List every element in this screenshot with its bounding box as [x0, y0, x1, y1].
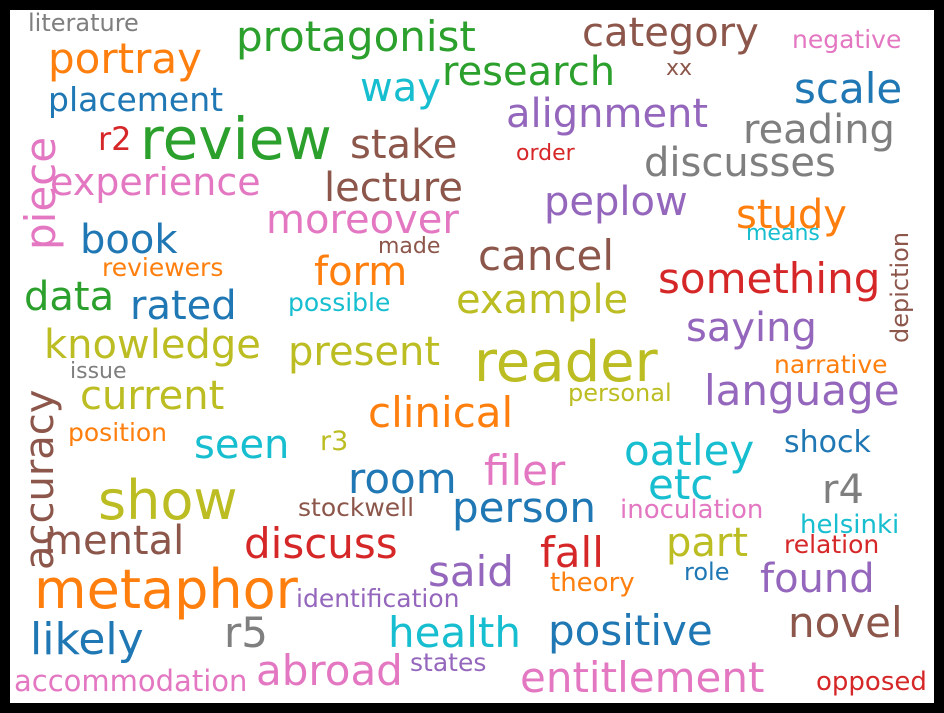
word-cloud: literature protagonist category negative por… — [10, 10, 934, 703]
word-order: order — [516, 141, 575, 166]
word-found: found — [760, 556, 875, 602]
word-lecture: lecture — [324, 165, 463, 211]
word-experience: experience — [50, 160, 261, 204]
word-r2: r2 — [98, 120, 132, 158]
word-likely: likely — [30, 614, 144, 665]
word-data: data — [24, 274, 115, 320]
word-health: health — [388, 608, 521, 657]
word-depiction: depiction — [886, 231, 914, 343]
word-inoculation: inoculation — [620, 495, 764, 525]
word-helsinki: helsinki — [800, 510, 900, 540]
word-review: review — [140, 105, 332, 173]
word-opposed: opposed — [816, 667, 927, 697]
word-current: current — [80, 373, 225, 419]
word-metaphor: metaphor — [34, 558, 298, 621]
word-protagonist: protagonist — [236, 12, 476, 61]
word-identification: identification — [296, 584, 460, 613]
word-person: person — [452, 483, 596, 532]
word-r3: r3 — [320, 426, 349, 457]
word-saying: saying — [686, 305, 817, 351]
word-position: position — [68, 418, 168, 447]
word-theory: theory — [550, 568, 635, 598]
word-relation: relation — [784, 530, 880, 559]
word-category: category — [582, 10, 759, 56]
word-possible: possible — [288, 288, 391, 317]
word-scale: scale — [794, 64, 903, 113]
word-issue: issue — [70, 359, 127, 384]
word-reviewers: reviewers — [102, 253, 224, 282]
word-room: room — [348, 454, 457, 503]
word-r4: r4 — [822, 467, 864, 513]
word-reading: reading — [743, 107, 895, 153]
word-said: said — [428, 547, 514, 596]
word-placement: placement — [48, 80, 224, 119]
word-present: present — [288, 329, 441, 375]
word-rated: rated — [130, 283, 237, 329]
word-research: research — [442, 49, 616, 95]
word-seen: seen — [194, 422, 290, 468]
word-alignment: alignment — [506, 91, 709, 137]
word-show: show — [98, 469, 238, 532]
word-abroad: abroad — [256, 646, 403, 695]
word-accommodation: accommodation — [14, 664, 248, 698]
word-mental: mental — [44, 518, 185, 564]
word-book: book — [80, 217, 178, 263]
word-form: form — [314, 249, 408, 295]
word-cancel: cancel — [478, 231, 615, 280]
word-r5: r5 — [224, 608, 268, 657]
word-something: something — [658, 254, 881, 303]
word-discusses: discusses — [644, 140, 836, 186]
word-personal: personal — [568, 379, 672, 407]
word-moreover: moreover — [266, 197, 459, 243]
word-shock: shock — [784, 425, 871, 460]
word-stockwell: stockwell — [298, 493, 415, 522]
word-language: language — [704, 366, 900, 415]
word-states: states — [410, 648, 487, 677]
word-positive: positive — [548, 606, 713, 655]
word-discuss: discuss — [244, 519, 398, 568]
word-reader: reader — [474, 330, 658, 395]
word-role: role — [684, 558, 730, 586]
word-stake: stake — [350, 122, 458, 168]
word-example: example — [456, 277, 629, 323]
word-fall: fall — [540, 528, 604, 577]
word-part: part — [666, 520, 749, 566]
word-negative: negative — [792, 25, 902, 54]
word-clinical: clinical — [368, 388, 514, 437]
word-portray: portray — [48, 34, 202, 83]
word-xx: xx — [666, 56, 693, 81]
word-means: means — [746, 221, 820, 246]
word-study: study — [736, 192, 847, 238]
word-oatley: oatley — [624, 426, 755, 475]
word-made: made — [378, 234, 441, 259]
word-peplow: peplow — [544, 179, 688, 225]
word-filer: filer — [484, 446, 566, 495]
word-narrative: narrative — [774, 350, 888, 379]
word-literature: literature — [28, 10, 139, 37]
word-entitlement: entitlement — [520, 653, 765, 702]
word-knowledge: knowledge — [44, 322, 261, 368]
word-novel: novel — [788, 598, 903, 647]
word-etc: etc — [648, 460, 714, 509]
word-way: way — [360, 65, 441, 111]
